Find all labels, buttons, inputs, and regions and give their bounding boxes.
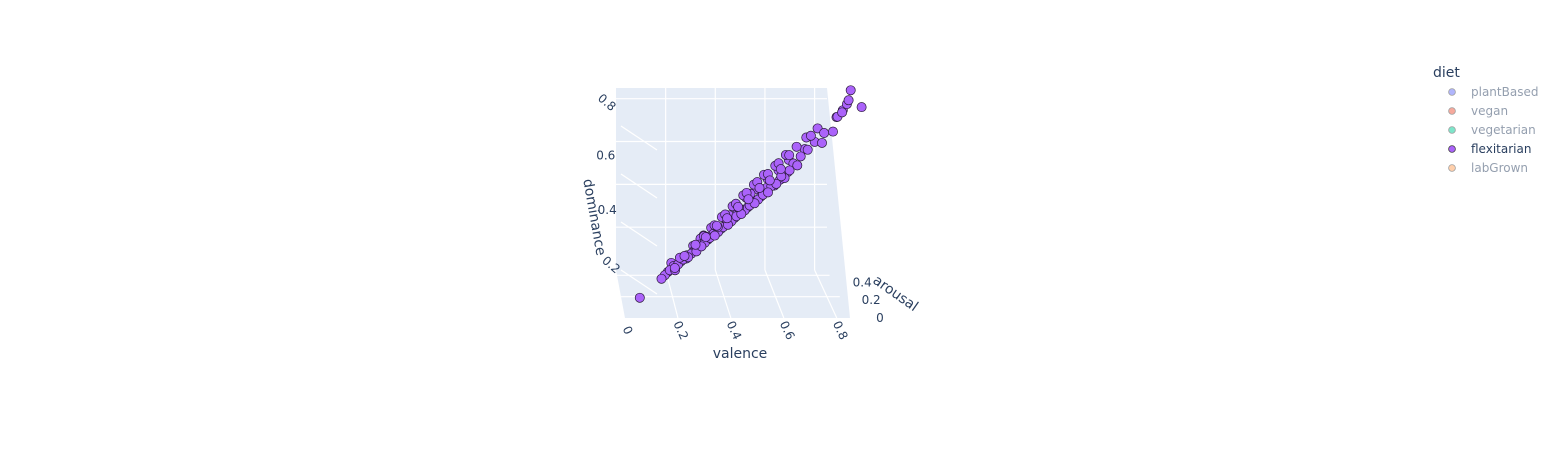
valence-tick-label: 0.2 — [670, 319, 691, 342]
data-point[interactable] — [837, 107, 848, 118]
data-point[interactable] — [763, 187, 773, 198]
legend-item-flexitarian[interactable]: flexitarian — [1448, 142, 1532, 156]
arousal-tick-label: 0 — [876, 311, 884, 325]
data-point[interactable] — [669, 263, 680, 273]
data-point[interactable] — [784, 150, 795, 161]
gridline — [620, 269, 658, 295]
gridline — [714, 269, 732, 319]
dominance-tick-label: 0.8 — [595, 91, 619, 114]
legend-marker — [1448, 107, 1456, 115]
data-point[interactable] — [805, 130, 816, 141]
data-point[interactable] — [634, 292, 645, 303]
valence-tick-label: 0.4 — [724, 319, 745, 342]
dominance-tick-label: 0.6 — [596, 149, 615, 163]
data-point[interactable] — [817, 137, 827, 148]
legend-marker — [1448, 88, 1456, 96]
valence-tick-label: 0.8 — [830, 319, 851, 342]
arousal-tick-label: 0.4 — [853, 275, 872, 289]
legend-label: vegetarian — [1471, 123, 1536, 137]
arousal-tick-label: 0.2 — [862, 293, 881, 307]
arousal-tick-labels: 0 0.2 0.4 — [853, 275, 884, 325]
data-point[interactable] — [656, 273, 667, 284]
data-point[interactable] — [690, 239, 701, 250]
legend-marker — [1448, 164, 1456, 172]
legend-item-vegetarian[interactable]: vegetarian — [1448, 123, 1536, 137]
data-point[interactable] — [802, 144, 813, 155]
legend-label: plantBased — [1471, 85, 1538, 99]
valence-tick-label: 0.6 — [777, 319, 798, 342]
legend-marker — [1448, 126, 1456, 134]
data-point[interactable] — [733, 201, 744, 212]
data-point[interactable] — [856, 102, 867, 113]
legend: diet plantBased vegan vegetarian flexitaria… — [1433, 65, 1538, 175]
data-point[interactable] — [819, 128, 830, 138]
data-point[interactable] — [711, 220, 722, 231]
valence-tick-labels: 0 0.2 0.4 0.6 0.8 — [620, 319, 851, 342]
data-point[interactable] — [700, 232, 711, 243]
data-point[interactable] — [775, 164, 786, 175]
scene[interactable] — [616, 85, 867, 319]
gridline — [764, 269, 785, 319]
data-point[interactable] — [709, 230, 720, 241]
data-point[interactable] — [845, 85, 856, 96]
right-wall — [822, 88, 850, 318]
legend-label: flexitarian — [1471, 142, 1531, 156]
legend-marker — [1448, 145, 1456, 153]
legend-item-vegan[interactable]: vegan — [1448, 104, 1508, 118]
data-point[interactable] — [722, 213, 733, 224]
gridline — [620, 125, 658, 151]
data-point[interactable] — [791, 141, 802, 152]
gridline — [620, 173, 658, 199]
data-point[interactable] — [743, 194, 754, 205]
valence-axis-title: valence — [713, 346, 768, 362]
valence-tick-label: 0 — [620, 324, 636, 337]
legend-item-labgrown[interactable]: labGrown — [1448, 161, 1528, 175]
data-point[interactable] — [792, 160, 803, 171]
data-point[interactable] — [679, 251, 690, 261]
data-point[interactable] — [764, 175, 775, 186]
dominance-tick-label: 0.4 — [598, 203, 617, 217]
legend-title: diet — [1433, 65, 1460, 81]
data-point[interactable] — [828, 126, 838, 137]
legend-label: labGrown — [1471, 161, 1528, 175]
left-wall — [616, 88, 657, 318]
data-point[interactable] — [843, 95, 854, 106]
data-point[interactable] — [795, 151, 806, 162]
legend-item-plantbased[interactable]: plantBased — [1448, 85, 1539, 99]
gridline — [814, 269, 838, 319]
data-point[interactable] — [754, 183, 765, 193]
data-points[interactable] — [634, 85, 867, 303]
legend-label: vegan — [1471, 104, 1508, 118]
back-wall — [616, 88, 827, 270]
gridline — [620, 221, 658, 247]
dominance-axis-title: dominance — [579, 178, 608, 257]
